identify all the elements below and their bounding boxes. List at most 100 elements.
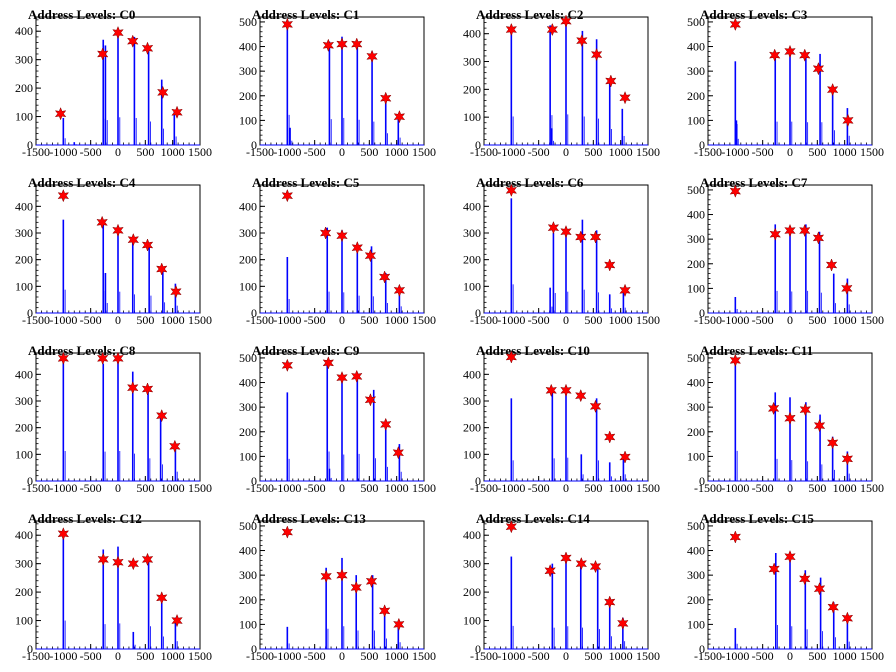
peak-marker-star: [505, 520, 518, 534]
peak-marker-star: [575, 556, 588, 571]
histogram-svg: Address Levels: C6 0 100 200 300 400 -1500 -100…: [463, 175, 660, 327]
peak-marker-star: [768, 48, 781, 62]
peak-marker-star: [127, 556, 140, 571]
peak-marker-star: [141, 382, 154, 396]
x-tick-label: -500: [304, 649, 326, 663]
y-tick-label: 300: [239, 400, 257, 414]
x-tick-label: -1000: [497, 145, 525, 159]
y-tick-label: 100: [239, 113, 257, 127]
x-tick-label: 1500: [860, 145, 884, 159]
y-tick-label: 200: [463, 585, 481, 599]
peak-marker-star: [378, 270, 391, 284]
histogram-svg: Address Levels: C2 0 100 200 300 400 -1500 -100…: [463, 7, 660, 159]
x-tick-label: 0: [787, 649, 793, 663]
peak-marker-star: [544, 564, 556, 578]
histogram-panel: Address Levels: C3 0 100 200 300 400 500 -1500-…: [672, 0, 896, 168]
peak-marker-star: [281, 188, 294, 203]
chart-title: Address Levels: C7: [700, 175, 808, 190]
x-tick-label: -500: [80, 313, 102, 327]
histogram-panel: Address Levels: C0 0 100 200 300 400 -1500 -100…: [0, 0, 224, 168]
peak-marker-star: [319, 226, 332, 240]
x-tick-label: -1000: [497, 649, 525, 663]
y-tick-label: 0: [699, 138, 705, 152]
x-tick-label: 1000: [161, 481, 185, 495]
chart-title: Address Levels: C0: [28, 7, 135, 22]
peak-marker-star: [141, 552, 154, 567]
peak-marker-star: [798, 48, 811, 62]
x-tick-label: -500: [528, 145, 550, 159]
y-tick-label: 300: [15, 226, 33, 240]
peak-marker-star: [393, 283, 406, 298]
peak-marker-star: [393, 110, 406, 124]
x-tick-label: 0: [563, 481, 569, 495]
peak-marker-star: [96, 215, 108, 230]
x-tick-label: -1500: [246, 313, 274, 327]
x-tick-label: 500: [360, 145, 378, 159]
peak-marker-star: [545, 383, 558, 398]
peak-marker-star: [603, 258, 616, 272]
peak-marker-star: [799, 402, 812, 417]
x-tick-label: 1000: [161, 649, 185, 663]
y-tick-label: 100: [687, 617, 705, 631]
peak-marker-star: [813, 418, 826, 433]
x-tick-label: -1500: [470, 313, 498, 327]
y-tick-label: 300: [463, 55, 481, 69]
x-tick-label: 1500: [860, 481, 884, 495]
y-tick-label: 200: [239, 593, 257, 607]
x-tick-label: -500: [528, 481, 550, 495]
x-tick-label: 500: [360, 649, 378, 663]
y-tick-label: 200: [687, 257, 705, 271]
histogram-svg: Address Levels: C13 0 100 200 300 400 500 -1500…: [239, 511, 436, 663]
x-tick-label: -500: [752, 649, 774, 663]
peak-marker-star: [155, 408, 168, 423]
y-tick-label: 400: [687, 376, 705, 390]
y-tick-label: 100: [239, 279, 257, 293]
y-tick-label: 500: [239, 519, 257, 533]
peak-marker-star: [617, 616, 629, 631]
histogram-panel: Address Levels: C2 0 100 200 300 400 -1500 -100…: [448, 0, 672, 168]
peak-marker-star: [784, 223, 796, 238]
peak-marker-star: [366, 49, 378, 64]
peak-marker-star: [798, 223, 811, 238]
x-tick-label: 0: [563, 649, 569, 663]
histogram-svg: Address Levels: C0 0 100 200 300 400 -1500 -100…: [15, 7, 212, 159]
peak-marker-star: [57, 188, 70, 203]
peak-marker-star: [590, 47, 603, 62]
x-tick-label: -1000: [49, 649, 77, 663]
x-tick-label: -1500: [694, 481, 722, 495]
y-tick-label: 100: [687, 449, 705, 463]
y-tick-label: 300: [15, 557, 33, 571]
x-tick-label: -1500: [470, 145, 498, 159]
peak-marker-star: [336, 370, 348, 385]
peak-marker-star: [841, 281, 853, 296]
y-tick-label: 200: [687, 89, 705, 103]
peak-marker-star: [320, 569, 332, 584]
x-tick-label: 0: [563, 313, 569, 327]
peak-marker-star: [784, 44, 796, 59]
peak-marker-star: [281, 358, 294, 372]
chart-title: Address Levels: C11: [700, 343, 813, 358]
y-tick-label: 100: [239, 449, 257, 463]
y-tick-label: 200: [687, 425, 705, 439]
peak-marker-star: [560, 224, 572, 239]
y-tick-label: 300: [463, 557, 481, 571]
y-tick-label: 0: [27, 306, 33, 320]
peak-marker-star: [574, 230, 587, 244]
peak-marker-star: [560, 551, 572, 565]
histogram-panel: Address Levels: C13 0 100 200 300 400 500 -1500…: [224, 504, 448, 672]
x-tick-label: -1500: [470, 649, 498, 663]
peak-marker-star: [505, 183, 518, 198]
x-tick-label: -1000: [49, 145, 77, 159]
x-tick-label: -1000: [273, 481, 301, 495]
x-tick-label: 1000: [609, 145, 633, 159]
x-tick-label: -1500: [246, 145, 274, 159]
peak-marker-star: [127, 232, 140, 247]
peak-marker-star: [336, 37, 348, 51]
y-tick-label: 0: [475, 642, 481, 656]
x-tick-label: -500: [80, 649, 102, 663]
y-tick-label: 0: [251, 474, 257, 488]
peak-marker-star: [619, 283, 631, 298]
y-tick-label: 200: [239, 253, 257, 267]
histogram-svg: Address Levels: C15 0 100 200 300 400 500 -1500…: [687, 511, 884, 663]
x-tick-label: 1000: [385, 481, 409, 495]
